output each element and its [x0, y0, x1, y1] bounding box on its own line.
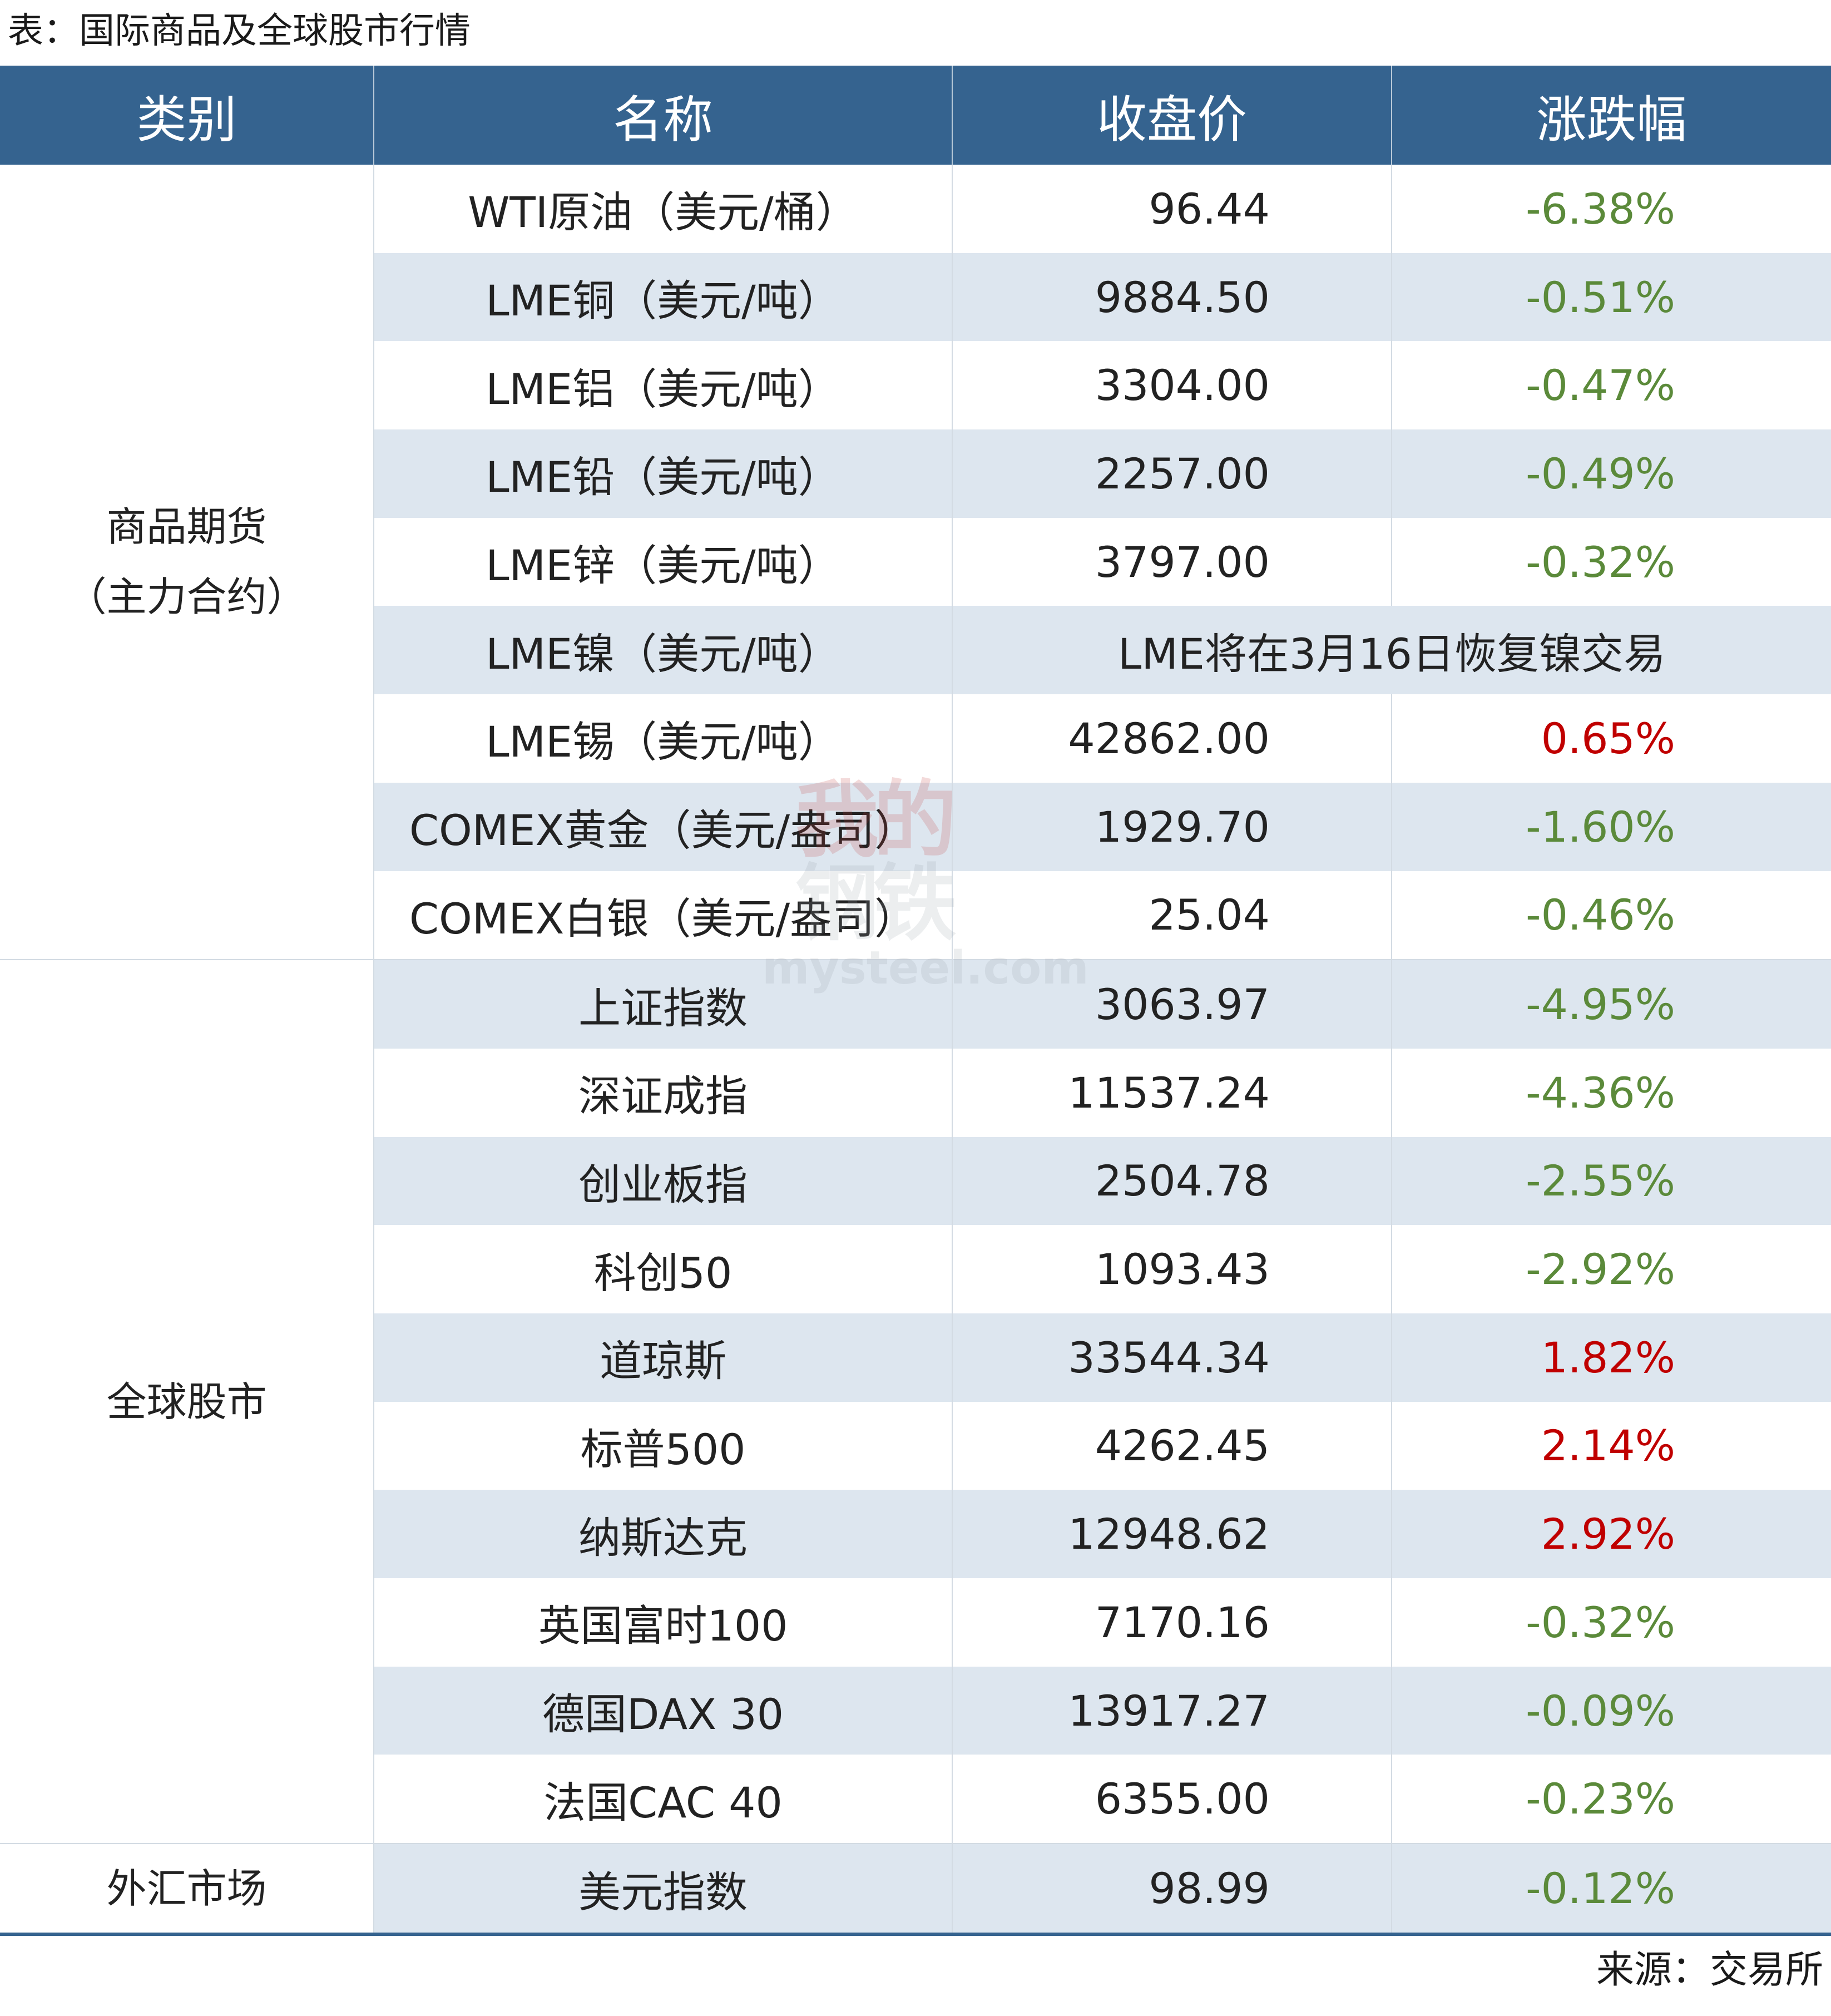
table-row: 深证成指 11537.24 -4.36%	[0, 1048, 1831, 1137]
row-change: -0.46%	[1391, 871, 1831, 960]
row-price: 3304.00	[952, 341, 1392, 430]
row-name: 美元指数	[373, 1843, 952, 1936]
row-price: 6355.00	[952, 1755, 1392, 1844]
header-category: 类别	[0, 66, 374, 165]
row-change: -2.92%	[1391, 1225, 1831, 1313]
table-row: COMEX白银（美元/盎司） 25.04 -0.46%	[0, 871, 1831, 960]
row-name: LME铅（美元/吨）	[373, 429, 952, 518]
row-price: 33544.34	[952, 1313, 1392, 1402]
row-name: LME铜（美元/吨）	[373, 253, 952, 342]
row-name: LME锡（美元/吨）	[373, 694, 952, 783]
row-name: 英国富时100	[373, 1578, 952, 1667]
row-name: 标普500	[373, 1401, 952, 1490]
header-row: 类别 名称 收盘价 涨跌幅	[0, 66, 1831, 165]
row-name: 德国DAX 30	[373, 1666, 952, 1755]
row-change: 2.92%	[1391, 1490, 1831, 1578]
row-change: -4.36%	[1391, 1048, 1831, 1137]
row-change: -0.47%	[1391, 341, 1831, 430]
row-price: 1929.70	[952, 782, 1392, 871]
table-row: LME锡（美元/吨） 42862.00 0.65%	[0, 694, 1831, 783]
row-change: 2.14%	[1391, 1401, 1831, 1490]
category-label: 外汇市场	[106, 1865, 267, 1912]
table-row: LME铅（美元/吨） 2257.00 -0.49%	[0, 429, 1831, 518]
table-row: 英国富时100 7170.16 -0.32%	[0, 1578, 1831, 1667]
row-change: 0.65%	[1391, 694, 1831, 783]
row-price: 3797.00	[952, 517, 1392, 606]
row-price: 12948.62	[952, 1490, 1392, 1578]
row-price: 42862.00	[952, 694, 1392, 783]
row-change: -0.12%	[1391, 1843, 1831, 1936]
category-commodity-futures: 商品期货 （主力合约）	[0, 165, 374, 960]
row-name: LME铝（美元/吨）	[373, 341, 952, 430]
row-change: -0.23%	[1391, 1755, 1831, 1844]
row-price: 4262.45	[952, 1401, 1392, 1490]
table-row: 标普500 4262.45 2.14%	[0, 1401, 1831, 1490]
row-name: 上证指数	[373, 959, 952, 1049]
row-change: -1.60%	[1391, 782, 1831, 871]
row-change: -0.09%	[1391, 1666, 1831, 1755]
header-close-price: 收盘价	[952, 66, 1392, 165]
row-name: COMEX黄金（美元/盎司）	[373, 782, 952, 871]
row-name: 道琼斯	[373, 1313, 952, 1402]
row-change: -4.95%	[1391, 959, 1831, 1049]
row-change: -0.49%	[1391, 429, 1831, 518]
category-label: 商品期货	[106, 503, 267, 551]
row-name: 科创50	[373, 1225, 952, 1313]
row-price: 11537.24	[952, 1048, 1392, 1137]
table-row: 外汇市场 美元指数 98.99 -0.12%	[0, 1843, 1831, 1936]
table-row: 商品期货 （主力合约） WTI原油（美元/桶） 96.44 -6.38%	[0, 165, 1831, 960]
row-change: -0.51%	[1391, 253, 1831, 342]
category-global-stocks: 全球股市	[0, 959, 374, 1844]
table-row: LME铝（美元/吨） 3304.00 -0.47%	[0, 341, 1831, 430]
row-name: WTI原油（美元/桶）	[373, 165, 952, 253]
row-price: 3063.97	[952, 959, 1392, 1049]
row-change: -0.32%	[1391, 517, 1831, 606]
row-price: 25.04	[952, 871, 1392, 960]
row-name: LME镍（美元/吨）	[373, 606, 952, 695]
row-price: 9884.50	[952, 253, 1392, 342]
table-row: 纳斯达克 12948.62 2.92%	[0, 1490, 1831, 1578]
header-name: 名称	[373, 66, 952, 165]
row-price: 2504.78	[952, 1137, 1392, 1226]
row-name: COMEX白银（美元/盎司）	[373, 871, 952, 960]
table-row: COMEX黄金（美元/盎司） 1929.70 -1.60%	[0, 782, 1831, 871]
category-forex-market: 外汇市场	[0, 1843, 374, 1936]
row-price: 7170.16	[952, 1578, 1392, 1667]
table-row: 创业板指 2504.78 -2.55%	[0, 1137, 1831, 1226]
row-name: 法国CAC 40	[373, 1755, 952, 1844]
source-note: 来源：交易所	[1596, 1948, 1823, 1992]
category-label: 全球股市	[106, 1378, 267, 1425]
row-price: 2257.00	[952, 429, 1392, 518]
row-change: -0.32%	[1391, 1578, 1831, 1667]
row-change: 1.82%	[1391, 1313, 1831, 1402]
row-change: -2.55%	[1391, 1137, 1831, 1226]
table-row: 科创50 1093.43 -2.92%	[0, 1225, 1831, 1313]
row-name: 深证成指	[373, 1048, 952, 1137]
row-name: 创业板指	[373, 1137, 952, 1226]
market-table: 类别 名称 收盘价 涨跌幅 商品期货 （主力合约） WTI原油（美元/桶） 96…	[0, 66, 1831, 1936]
row-name: LME锌（美元/吨）	[373, 517, 952, 606]
table-row: 道琼斯 33544.34 1.82%	[0, 1313, 1831, 1402]
table-row: LME锌（美元/吨） 3797.00 -0.32%	[0, 517, 1831, 606]
table-row: LME镍（美元/吨） LME将在3月16日恢复镍交易	[0, 606, 1831, 695]
row-price: 96.44	[952, 165, 1392, 253]
table-row: 法国CAC 40 6355.00 -0.23%	[0, 1755, 1831, 1844]
row-change: -6.38%	[1391, 165, 1831, 253]
category-sublabel: （主力合约）	[66, 574, 307, 621]
row-price: 13917.27	[952, 1666, 1392, 1755]
table-row: 全球股市 上证指数 3063.97 -4.95%	[0, 959, 1831, 1844]
row-price: 1093.43	[952, 1225, 1392, 1313]
row-name: 纳斯达克	[373, 1490, 952, 1578]
table-title: 表：国际商品及全球股市行情	[8, 11, 471, 52]
table-row: 德国DAX 30 13917.27 -0.09%	[0, 1666, 1831, 1755]
header-change-percent: 涨跌幅	[1391, 66, 1831, 165]
row-note: LME将在3月16日恢复镍交易	[952, 606, 1831, 695]
row-price: 98.99	[952, 1843, 1392, 1936]
table-row: LME铜（美元/吨） 9884.50 -0.51%	[0, 253, 1831, 342]
